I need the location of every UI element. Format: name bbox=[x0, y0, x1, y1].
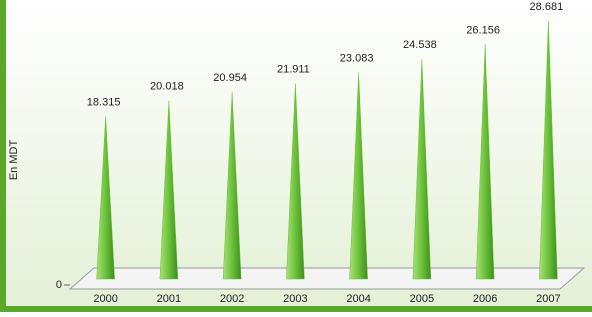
floor bbox=[70, 268, 584, 289]
value-label: 18.315 bbox=[87, 96, 121, 108]
y-axis-label: En MDT bbox=[8, 140, 20, 181]
x-tick-label: 2002 bbox=[220, 293, 244, 305]
x-tick-label: 2006 bbox=[473, 293, 497, 305]
y-tick-label: 0 bbox=[56, 279, 62, 291]
x-tick-label: 2005 bbox=[410, 293, 434, 305]
bottom-border bbox=[0, 306, 592, 312]
chart: En MDT 0 2000 18.315 2001 20.018 2002 20.954 20… bbox=[0, 0, 592, 312]
value-label: 23.083 bbox=[340, 53, 374, 65]
value-label: 20.018 bbox=[150, 81, 184, 93]
value-label: 28.681 bbox=[530, 1, 564, 13]
page: En MDT 0 2000 18.315 2001 20.018 2002 20.954 20… bbox=[0, 0, 592, 312]
value-label: 24.538 bbox=[403, 39, 437, 51]
x-tick-label: 2007 bbox=[536, 293, 560, 305]
value-label: 26.156 bbox=[466, 24, 500, 36]
x-tick-label: 2003 bbox=[283, 293, 307, 305]
x-tick-label: 2004 bbox=[346, 293, 370, 305]
value-label: 20.954 bbox=[213, 72, 247, 84]
x-tick-label: 2000 bbox=[93, 293, 117, 305]
value-label: 21.911 bbox=[277, 63, 310, 75]
x-tick-label: 2001 bbox=[157, 293, 181, 305]
left-border bbox=[0, 0, 6, 312]
